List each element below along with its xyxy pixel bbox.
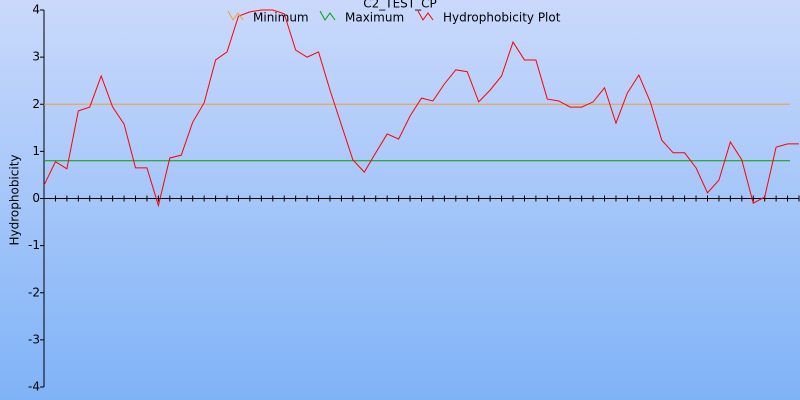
data-line	[43, 9, 799, 208]
y-tick-label: -1	[28, 238, 40, 252]
legend-label: Hydrophobicity Plot	[443, 11, 561, 25]
y-tick-label: -2	[28, 285, 40, 299]
y-tick-label: 1	[32, 144, 40, 158]
legend-icon	[227, 10, 244, 21]
y-tick-label: -3	[28, 332, 40, 346]
legend-icon	[417, 10, 434, 21]
y-tick-label: 3	[32, 50, 40, 64]
legend-label: Maximum	[345, 11, 404, 25]
legend-icon	[319, 10, 336, 21]
y-tick-label: -4	[28, 380, 40, 394]
y-tick-label: 2	[32, 97, 40, 111]
legend-label: Minimum	[253, 11, 309, 25]
chart-title: C2_TEST_CP	[363, 0, 437, 11]
y-axis-label: Hydrophobicity	[8, 154, 22, 245]
y-tick-label: 4	[32, 3, 40, 17]
y-tick-label: 0	[32, 191, 40, 205]
